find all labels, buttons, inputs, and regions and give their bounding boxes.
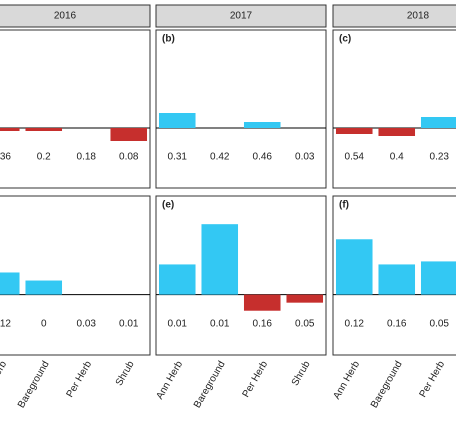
- strip-label: 2018: [407, 11, 430, 22]
- x-tick-label: Bareground: [16, 359, 52, 410]
- strip-label: 2017: [230, 11, 253, 22]
- panel-frame: [332, 195, 456, 356]
- panel-frame: [155, 195, 327, 356]
- x-tick-label: Shrub: [114, 359, 137, 388]
- bar-annotation: 0.12: [345, 318, 365, 329]
- bar: [378, 128, 416, 136]
- bar: [0, 272, 20, 295]
- panel-frame: [0, 29, 151, 189]
- x-tick-label: Per Herb: [418, 359, 448, 400]
- bar-annotation: 0.42: [210, 152, 230, 163]
- bar-annotation: 0.01: [119, 318, 139, 329]
- bar-annotation: 0.01: [210, 318, 230, 329]
- bar: [243, 122, 281, 128]
- bar-annotation: 0.16: [387, 318, 407, 329]
- x-tick-label: Per Herb: [241, 359, 271, 400]
- bar-annotation: 0.12: [0, 318, 11, 329]
- bar-annotation: 0.16: [253, 318, 273, 329]
- x-tick-label: Bareground: [369, 359, 405, 410]
- bar-annotation: 0: [41, 318, 47, 329]
- bar: [420, 261, 456, 295]
- bar-annotation: 0.36: [0, 152, 11, 163]
- panel-frame: [332, 29, 456, 189]
- bar-annotation: 0.2: [37, 152, 51, 163]
- strip-label: 2016: [54, 11, 77, 22]
- bar: [110, 128, 148, 141]
- panel-frame: [155, 29, 327, 189]
- bar: [201, 224, 239, 295]
- bar-annotation: 0.54: [345, 152, 365, 163]
- bar: [335, 239, 373, 295]
- panel-frame: [0, 195, 151, 356]
- bar-annotation: 0.01: [168, 318, 188, 329]
- bar: [378, 264, 416, 295]
- panel-label: (c): [339, 34, 351, 45]
- x-tick-label: Ann Herb: [154, 359, 185, 401]
- bar: [335, 128, 373, 134]
- x-tick-label: Ann Herb: [331, 359, 362, 401]
- x-tick-label: Bareground: [192, 359, 228, 410]
- bar: [286, 294, 324, 303]
- bar-annotation: 0.03: [77, 318, 97, 329]
- panel-label: (b): [162, 34, 175, 45]
- bar: [420, 117, 456, 128]
- bar-annotation: 0.05: [295, 318, 315, 329]
- strip: [0, 4, 151, 28]
- bar-annotation: 0.03: [295, 152, 315, 163]
- bar: [243, 294, 281, 311]
- bar: [25, 128, 63, 131]
- panel-label: (e): [162, 200, 174, 211]
- bar-annotation: 0.05: [430, 318, 450, 329]
- panel-label: (f): [339, 200, 349, 211]
- bar: [158, 113, 196, 128]
- strip: [332, 4, 456, 28]
- bar: [25, 280, 63, 295]
- bar-annotation: 0.08: [119, 152, 139, 163]
- bar-annotation: 0.18: [77, 152, 97, 163]
- x-tick-label: Per Herb: [65, 359, 95, 400]
- bar-annotation: 0.23: [430, 152, 450, 163]
- bar-annotation: 0.31: [168, 152, 188, 163]
- x-tick-label: Ann Herb: [0, 359, 9, 401]
- strip: [155, 4, 327, 28]
- bar-annotation: 0.46: [253, 152, 273, 163]
- bar-annotation: 0.4: [390, 152, 404, 163]
- bar: [158, 264, 196, 295]
- bar: [0, 128, 20, 131]
- x-tick-label: Shrub: [290, 359, 313, 388]
